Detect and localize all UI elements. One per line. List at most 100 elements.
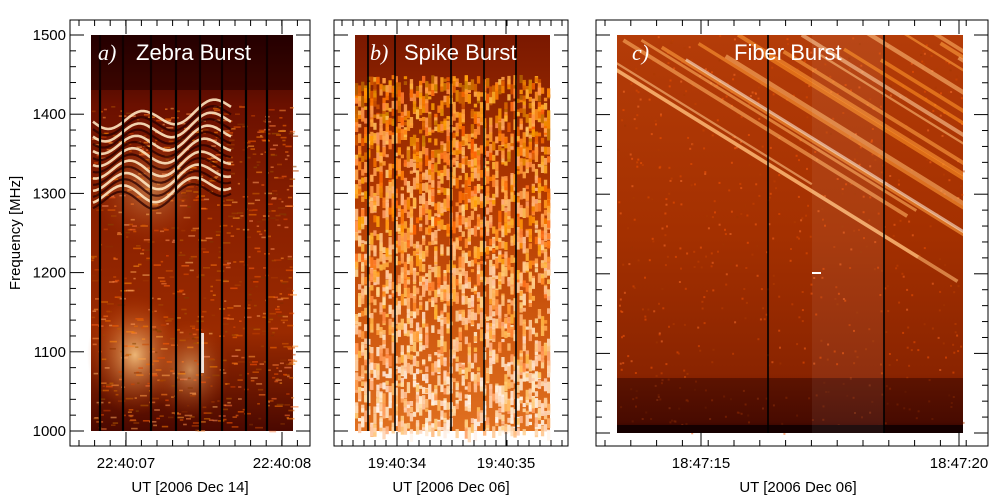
spike-burst-mark — [367, 391, 371, 403]
zebra-speckle — [184, 312, 187, 315]
spike-burst-mark — [434, 389, 438, 394]
spike-burst-mark — [376, 369, 380, 380]
spike-burst-mark — [391, 202, 395, 214]
spike-burst-mark — [434, 213, 438, 217]
spike-burst-mark — [540, 381, 545, 387]
spike-burst-mark — [379, 427, 383, 432]
zebra-speckle — [206, 412, 213, 414]
zebra-speckle — [230, 287, 238, 290]
zebra-speckle — [124, 354, 129, 357]
spike-burst-mark — [403, 81, 408, 85]
zebra-speckle — [190, 229, 196, 232]
spike-burst-mark — [412, 357, 417, 367]
fiber-noise — [950, 284, 952, 287]
spike-burst-mark — [388, 188, 392, 199]
spike-burst-mark — [431, 189, 435, 197]
spike-burst-mark — [367, 89, 371, 99]
spike-burst-mark — [486, 425, 490, 428]
spike-burst-mark — [419, 260, 423, 272]
zebra-speckle — [151, 397, 160, 400]
zebra-speckle — [197, 195, 205, 197]
y-tick-label: 1200 — [33, 265, 66, 282]
spike-burst-mark — [501, 326, 505, 337]
spike-burst-mark — [473, 185, 478, 194]
spike-burst-mark — [540, 216, 545, 228]
zebra-speckle — [252, 181, 259, 184]
zebra-speckle — [130, 323, 136, 325]
spike-burst-mark — [540, 262, 545, 269]
fiber-noise — [759, 318, 762, 321]
zebra-speckle — [106, 194, 109, 196]
zebra-speckle — [187, 387, 193, 389]
zebra-speckle — [108, 281, 115, 283]
spike-burst-mark — [543, 410, 548, 416]
fiber-noise — [697, 260, 700, 263]
spike-burst-mark — [543, 117, 548, 122]
spike-burst-mark — [519, 314, 523, 326]
fiber-noise — [619, 298, 622, 301]
zebra-speckle — [118, 371, 122, 373]
fiber-noise — [666, 225, 668, 228]
zebra-speckle — [239, 280, 242, 283]
spike-burst-mark — [501, 199, 505, 205]
zebra-speckle — [235, 414, 239, 417]
spike-burst-mark — [516, 270, 520, 280]
zebra-speckle — [237, 379, 243, 381]
spike-burst-mark — [537, 115, 542, 123]
spike-burst-mark — [361, 365, 365, 378]
spike-burst-mark — [397, 366, 401, 374]
fiber-noise — [641, 308, 644, 311]
spike-burst-mark — [406, 119, 411, 127]
spike-burst-mark — [504, 191, 508, 200]
spike-burst-mark — [437, 224, 441, 229]
spike-burst-mark — [519, 365, 523, 373]
spike-burst-mark — [470, 159, 475, 170]
spike-burst-mark — [373, 215, 377, 223]
spike-burst-mark — [547, 429, 551, 441]
fiber-noise — [659, 137, 662, 140]
spike-burst-mark — [361, 240, 365, 244]
spike-burst-mark — [543, 230, 548, 241]
spike-burst-mark — [504, 161, 508, 166]
spike-burst-mark — [403, 104, 408, 116]
spike-burst-mark — [412, 250, 417, 256]
spike-burst-mark — [388, 80, 392, 86]
fiber-noise — [701, 307, 704, 310]
fiber-noise — [740, 140, 742, 143]
zebra-speckle — [143, 141, 148, 144]
spike-burst-mark — [403, 287, 408, 298]
spike-burst-mark — [370, 313, 374, 319]
zebra-speckle — [191, 425, 200, 427]
spike-burst-mark — [516, 403, 520, 411]
spike-burst-mark — [455, 122, 459, 133]
fiber-stripe — [800, 35, 963, 138]
spike-burst-mark — [379, 123, 383, 136]
spike-burst-mark — [534, 91, 539, 101]
spike-burst-mark — [510, 134, 514, 144]
spike-burst-mark — [489, 92, 493, 104]
fiber-noise — [733, 38, 736, 41]
spike-burst-mark — [486, 330, 490, 336]
spike-burst-mark — [446, 264, 450, 272]
zebra-speckle — [280, 280, 289, 283]
spike-burst-mark — [467, 277, 471, 282]
spike-burst-mark — [492, 174, 496, 181]
spike-burst-mark — [437, 266, 441, 278]
spike-burst-mark — [358, 322, 362, 327]
spike-burst-mark — [382, 311, 386, 324]
zebra-speckle — [216, 170, 219, 172]
spike-burst-mark — [382, 161, 386, 166]
spike-burst-mark — [476, 411, 481, 422]
spike-burst-mark — [540, 240, 545, 251]
spike-burst-mark — [355, 158, 359, 166]
spike-burst-mark — [452, 101, 456, 114]
spike-burst-mark — [412, 267, 417, 271]
zebra-speckle — [106, 149, 111, 151]
zebra-stripe — [92, 124, 232, 156]
spike-burst-mark — [534, 371, 539, 382]
zebra-speckle — [181, 361, 184, 363]
spike-burst-mark — [547, 263, 551, 273]
spike-burst-mark — [540, 87, 545, 94]
spike-burst-mark — [455, 391, 459, 398]
spike-burst-mark — [446, 82, 450, 90]
